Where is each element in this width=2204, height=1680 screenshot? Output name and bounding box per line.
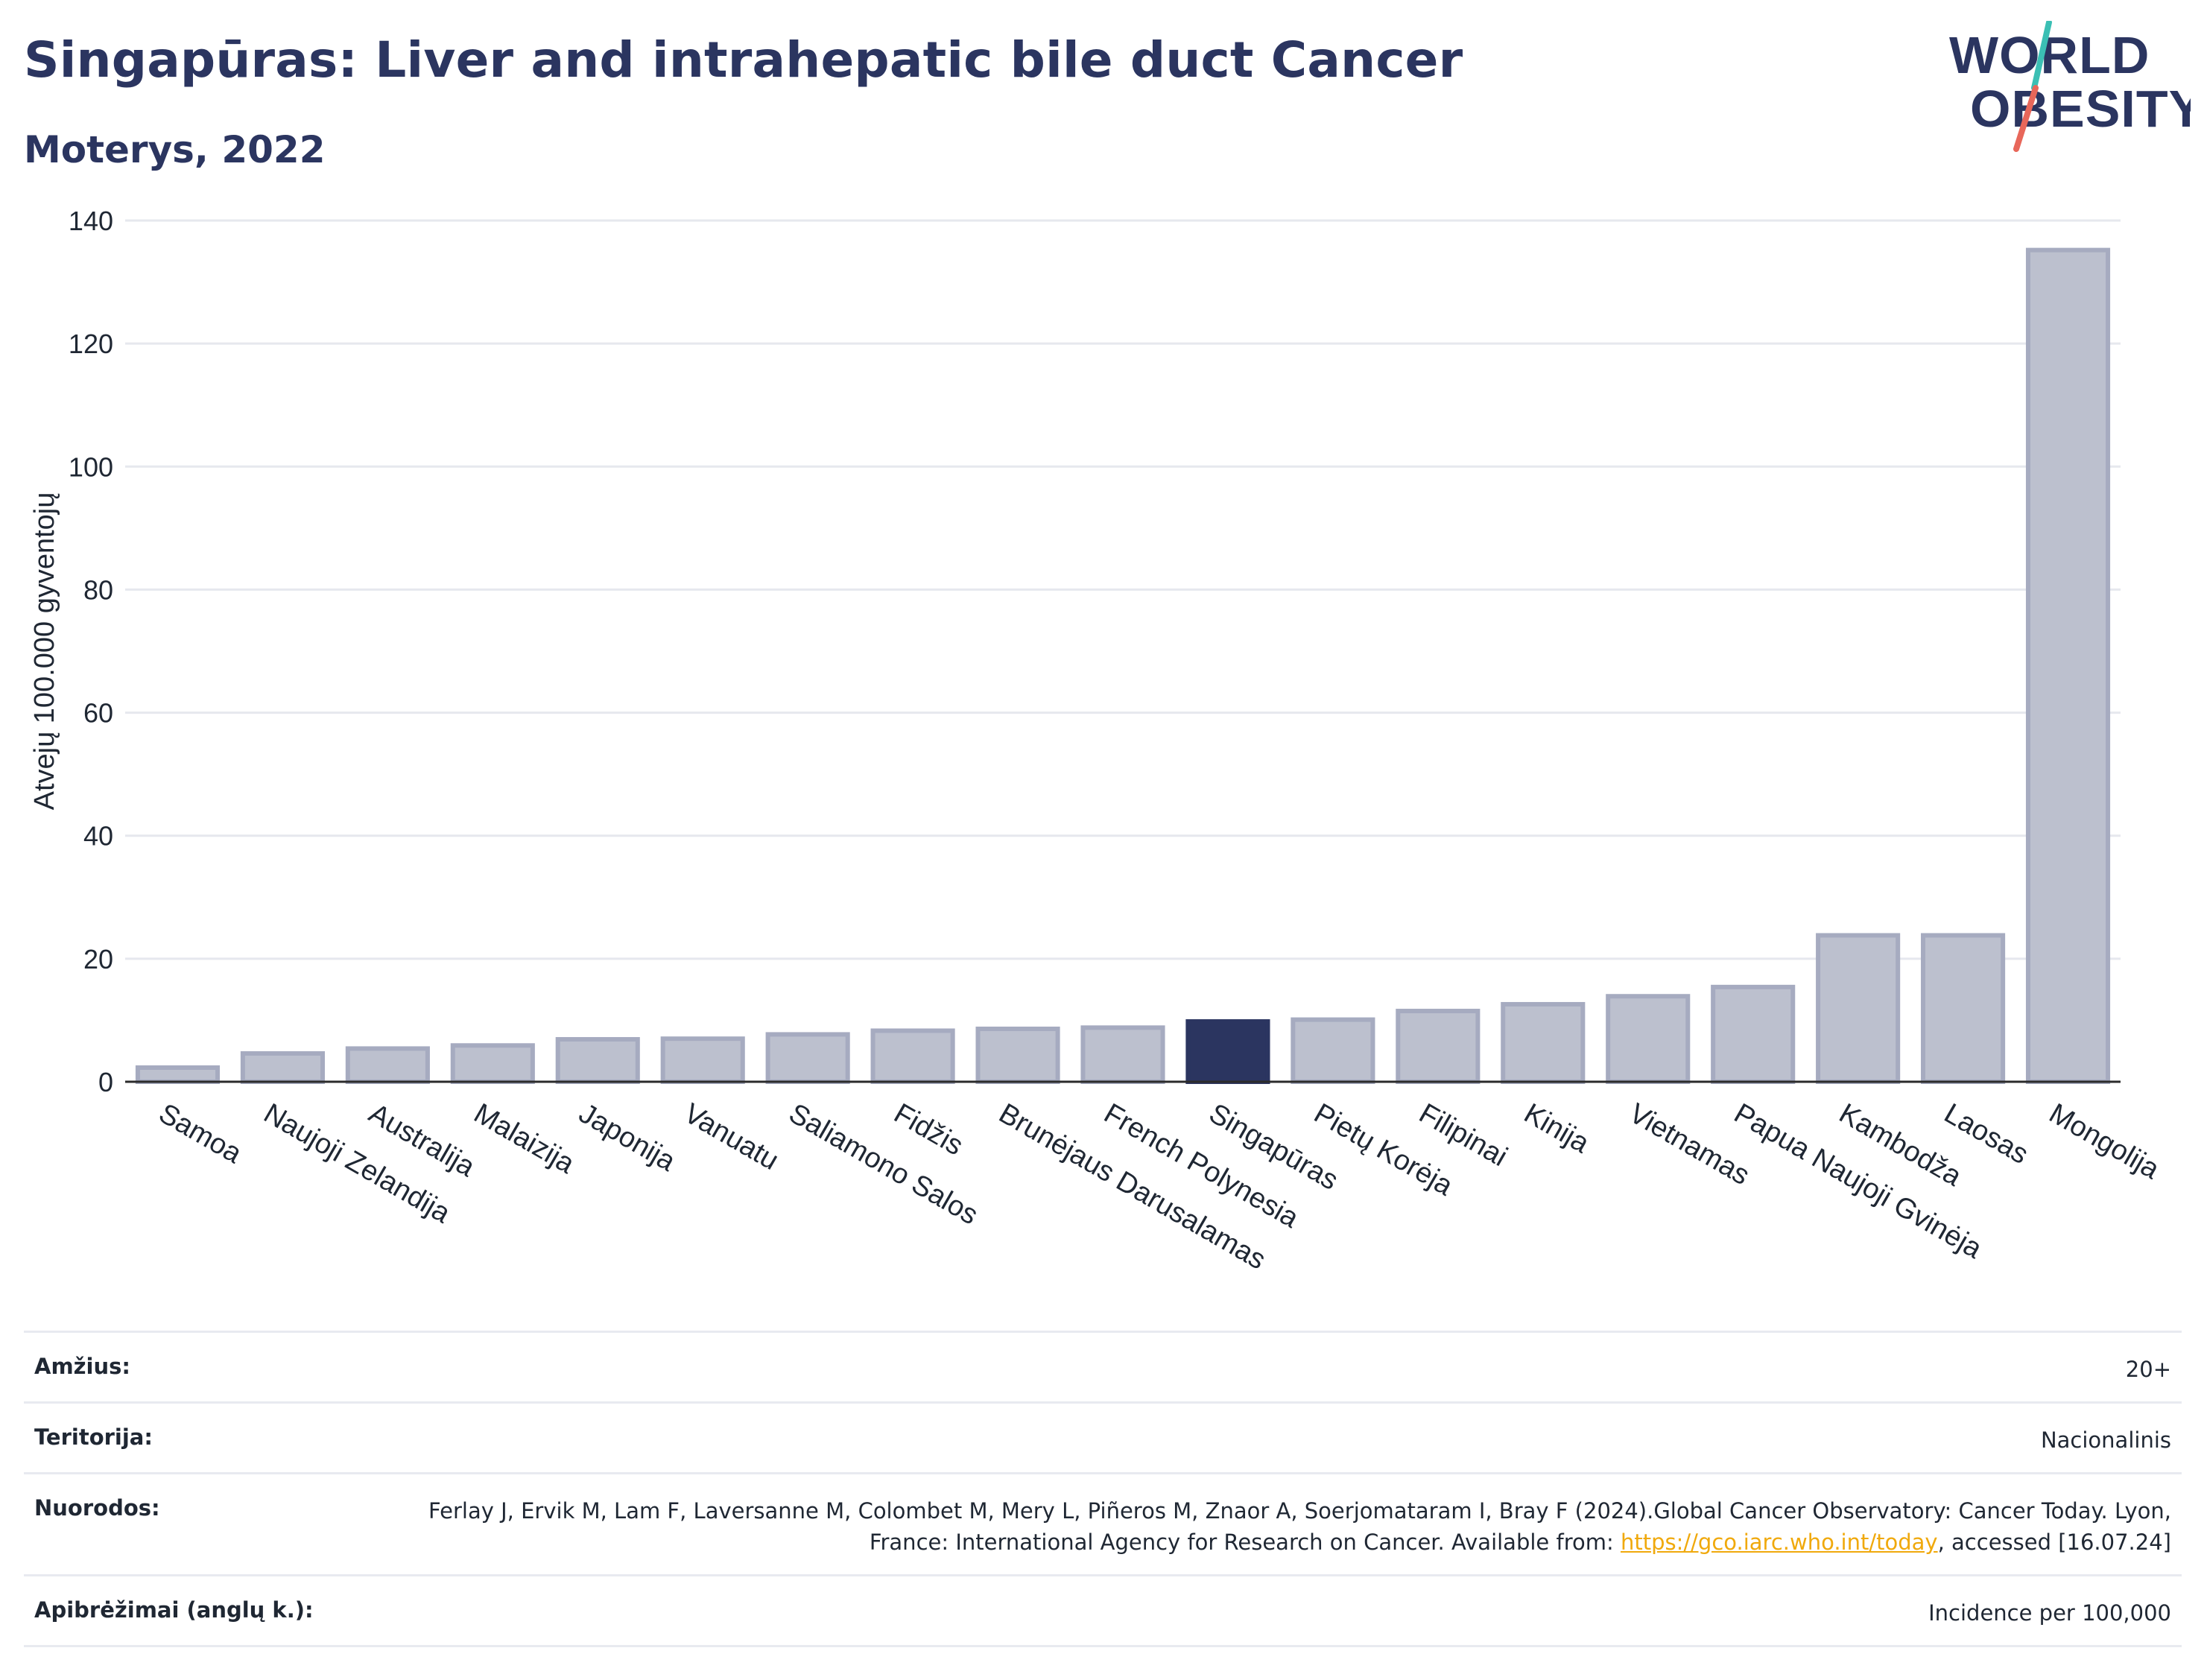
info-table: Amžius: 20+ Teritorija: Nacionalinis Nuo… (24, 1331, 2182, 1647)
logo-slash-teal (2031, 21, 2052, 91)
info-row-territory: Teritorija: Nacionalinis (24, 1401, 2182, 1472)
x-tick-label: Kinija (1519, 1097, 1595, 1159)
bar-kinija (1501, 1001, 1586, 1084)
info-value: Nacionalinis (2040, 1427, 2171, 1453)
y-tick-label: 140 (69, 206, 113, 236)
bar-singapūras (1185, 1019, 1270, 1084)
bar-pietų-korėja (1291, 1017, 1375, 1085)
y-tick-label: 40 (83, 821, 113, 852)
bar-mongolija (2025, 247, 2111, 1084)
info-label: Nuorodos: (34, 1495, 160, 1521)
bar-naujoji-zelandija (240, 1051, 325, 1084)
bar-laosas (1921, 933, 2006, 1084)
info-label: Apibrėžimai (anglų k.): (34, 1597, 314, 1623)
info-row-references: Nuorodos: Ferlay J, Ervik M, Lam F, Lave… (24, 1472, 2182, 1574)
info-row-age: Amžius: 20+ (24, 1331, 2182, 1401)
gridlines (125, 219, 2121, 960)
bar-brunėjaus-darusalamas (975, 1026, 1060, 1084)
info-value: 20+ (2125, 1357, 2171, 1382)
x-tick-label: Naujoji Zelandija (259, 1097, 456, 1229)
x-tick-label: Japonija (574, 1097, 681, 1178)
y-axis-ticks: 0 20 40 60 80 100 120 140 (69, 206, 113, 1097)
logo-line-1: WORLD (1949, 26, 2150, 84)
info-value: Ferlay J, Ervik M, Lam F, Laversanne M, … (383, 1495, 2171, 1558)
y-tick-label: 20 (83, 944, 113, 974)
bar-papua-naujoji-gvinėja (1711, 984, 1796, 1084)
bars (135, 247, 2111, 1085)
info-value: Incidence per 100,000 (1928, 1600, 2171, 1626)
y-axis-label: Atvejų 100.000 gyventojų (29, 492, 60, 811)
y-tick-label: 0 (98, 1067, 113, 1097)
y-tick-label: 80 (83, 574, 113, 605)
logo-slash-red (2013, 85, 2039, 152)
bar-vietnamas (1606, 994, 1691, 1084)
info-label: Teritorija: (34, 1424, 153, 1450)
logo-line-2: OBESITY (1970, 80, 2191, 138)
y-tick-label: 100 (69, 451, 113, 482)
bar-filipinai (1396, 1009, 1481, 1084)
y-tick-label: 60 (83, 698, 113, 729)
info-row-definitions: Apibrėžimai (anglų k.): Incidence per 10… (24, 1574, 2182, 1647)
bar-french-polynesia (1080, 1025, 1165, 1085)
bar-samoa (135, 1065, 221, 1084)
bar-saliamono-salos (765, 1032, 850, 1085)
bar-australija (345, 1046, 430, 1084)
x-tick-label: Vanuatu (679, 1097, 784, 1176)
x-tick-label: Mongolija (2044, 1097, 2165, 1185)
x-tick-label: Saliamono Salos (784, 1097, 984, 1231)
chart-title: Singapūras: Liver and intrahepatic bile … (24, 31, 1463, 89)
x-tick-label: Malaizija (469, 1097, 580, 1180)
bar-vanuatu (660, 1036, 745, 1084)
reference-text-end: , accessed [16.07.24] (1937, 1530, 2171, 1555)
bar-chart: 0 20 40 60 80 100 120 140 Samoa Naujoji Zelandij… (29, 206, 2165, 1276)
bar-japonija (555, 1037, 640, 1085)
bar-kambodža (1816, 933, 1901, 1084)
info-label: Amžius: (34, 1354, 130, 1379)
chart-subtitle: Moterys, 2022 (24, 128, 326, 171)
reference-link[interactable]: https://gco.iarc.who.int/today (1620, 1530, 1938, 1555)
x-tick-label: Samoa (153, 1097, 247, 1170)
bar-fidžis (870, 1028, 955, 1084)
bar-malaizija (450, 1043, 535, 1084)
x-tick-label: Fidžis (889, 1097, 969, 1161)
world-obesity-logo: WORLD OBESITY (1949, 21, 2191, 152)
y-tick-label: 120 (69, 329, 113, 359)
x-axis-labels: Samoa Naujoji ZelandijaAustralijaMalaizij… (153, 1097, 2165, 1275)
x-tick-label: Vietnamas (1624, 1097, 1755, 1191)
reference-text: Ferlay J, Ervik M, Lam F, Laversanne M, … (428, 1498, 2171, 1555)
